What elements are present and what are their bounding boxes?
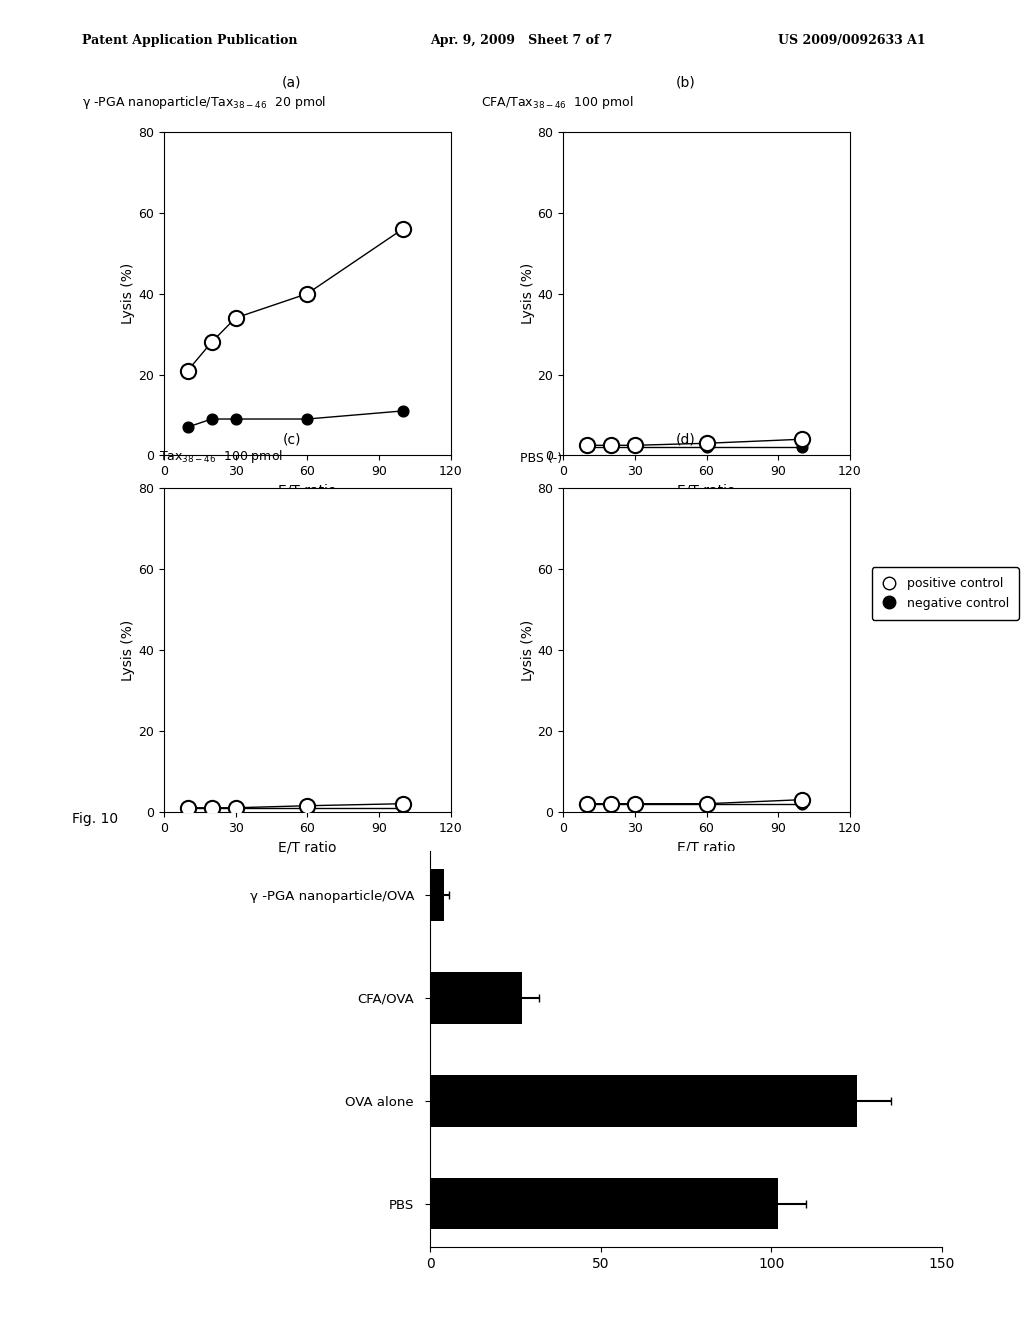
Text: US 2009/0092633 A1: US 2009/0092633 A1 bbox=[778, 34, 926, 48]
Point bbox=[394, 218, 411, 240]
Point bbox=[794, 793, 810, 814]
Point bbox=[227, 408, 244, 429]
Text: (a): (a) bbox=[282, 75, 302, 90]
Point bbox=[204, 331, 220, 352]
Point bbox=[794, 429, 810, 450]
Point bbox=[299, 284, 315, 305]
Point bbox=[179, 417, 196, 438]
Point bbox=[299, 797, 315, 818]
Point bbox=[179, 797, 196, 818]
Point bbox=[204, 797, 220, 818]
Point bbox=[627, 793, 643, 814]
Point bbox=[603, 434, 620, 455]
Text: Apr. 9, 2009   Sheet 7 of 7: Apr. 9, 2009 Sheet 7 of 7 bbox=[430, 34, 612, 48]
Point bbox=[579, 793, 595, 814]
Point bbox=[579, 793, 595, 814]
Bar bbox=[430, 973, 522, 1024]
Point bbox=[227, 797, 244, 818]
Text: Fig. 10: Fig. 10 bbox=[72, 812, 118, 826]
Text: PBS (-): PBS (-) bbox=[520, 451, 562, 465]
Bar bbox=[430, 870, 443, 921]
Bar bbox=[430, 1177, 778, 1229]
Point bbox=[204, 797, 220, 818]
X-axis label: E/T ratio: E/T ratio bbox=[278, 840, 337, 854]
Text: γ -PGA nanoparticle/Tax$_{38-46}$  20 pmol: γ -PGA nanoparticle/Tax$_{38-46}$ 20 pmo… bbox=[82, 94, 326, 111]
Y-axis label: Lysis (%): Lysis (%) bbox=[520, 619, 535, 681]
Point bbox=[179, 797, 196, 818]
Text: (b): (b) bbox=[676, 75, 696, 90]
X-axis label: E/T ratio: E/T ratio bbox=[677, 483, 736, 498]
Point bbox=[179, 360, 196, 381]
Point bbox=[227, 308, 244, 329]
Point bbox=[603, 437, 620, 458]
Y-axis label: Lysis (%): Lysis (%) bbox=[121, 263, 135, 325]
Legend: positive control, negative control: positive control, negative control bbox=[871, 568, 1019, 619]
Point bbox=[603, 793, 620, 814]
Bar bbox=[430, 1074, 857, 1126]
Point bbox=[394, 793, 411, 814]
Point bbox=[698, 793, 715, 814]
Point bbox=[698, 433, 715, 454]
Point bbox=[627, 793, 643, 814]
Point bbox=[299, 408, 315, 429]
Point bbox=[394, 400, 411, 421]
Text: (d): (d) bbox=[676, 432, 696, 446]
Y-axis label: Lysis (%): Lysis (%) bbox=[520, 263, 535, 325]
Point bbox=[627, 434, 643, 455]
Point bbox=[227, 797, 244, 818]
Point bbox=[603, 793, 620, 814]
X-axis label: E/T ratio: E/T ratio bbox=[677, 840, 736, 854]
Point bbox=[794, 789, 810, 810]
Point bbox=[299, 795, 315, 816]
Point bbox=[579, 437, 595, 458]
Point bbox=[204, 408, 220, 429]
Point bbox=[394, 797, 411, 818]
Point bbox=[627, 437, 643, 458]
Text: CFA/Tax$_{38-46}$  100 pmol: CFA/Tax$_{38-46}$ 100 pmol bbox=[481, 94, 634, 111]
Point bbox=[794, 437, 810, 458]
Point bbox=[698, 793, 715, 814]
X-axis label: E/T ratio: E/T ratio bbox=[278, 483, 337, 498]
Text: (c): (c) bbox=[283, 432, 301, 446]
Text: Patent Application Publication: Patent Application Publication bbox=[82, 34, 297, 48]
Text: Tax$_{38-46}$  100 pmol: Tax$_{38-46}$ 100 pmol bbox=[159, 447, 283, 465]
Point bbox=[579, 434, 595, 455]
Y-axis label: Lysis (%): Lysis (%) bbox=[121, 619, 135, 681]
Point bbox=[698, 437, 715, 458]
